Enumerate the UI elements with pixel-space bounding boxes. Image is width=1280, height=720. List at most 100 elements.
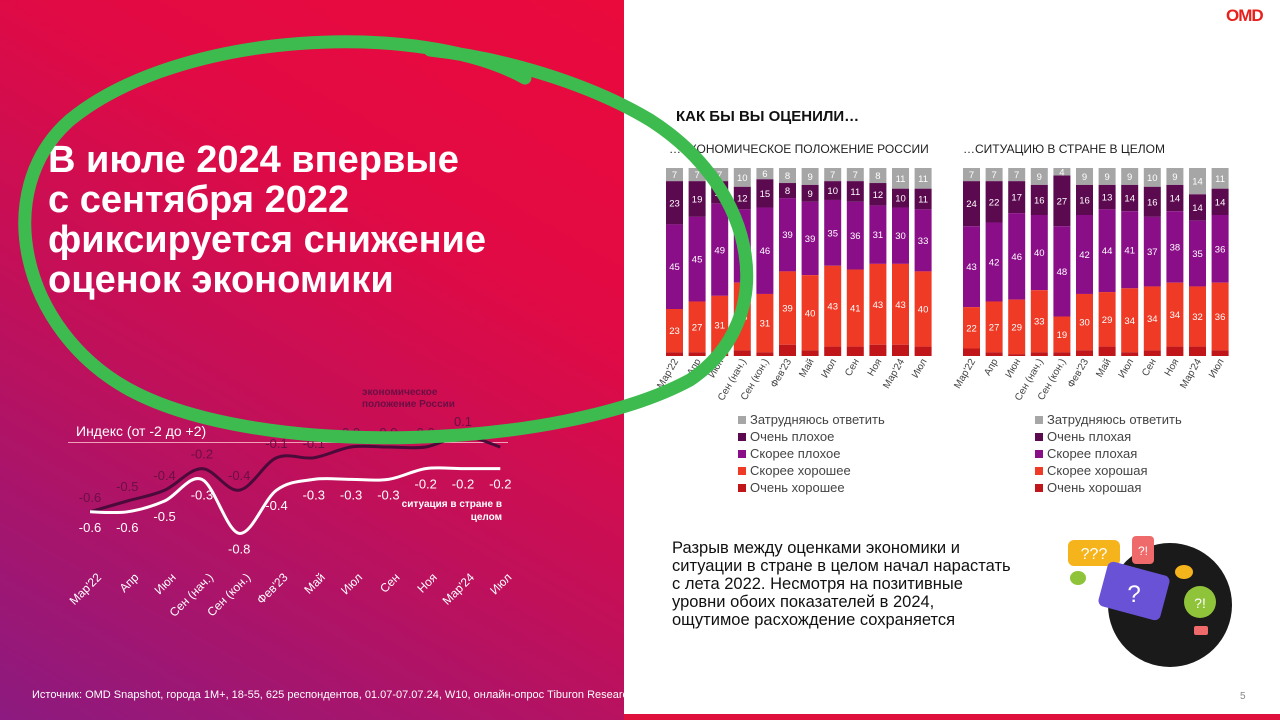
country-bar-label: 9 <box>1037 172 1042 183</box>
economy-bar-rather_bad <box>779 198 796 272</box>
economy-bar-label: 33 <box>918 236 929 247</box>
country-bar-label: 14 <box>1192 203 1203 214</box>
economy-bar-rather_good <box>824 265 842 347</box>
economy-data-label: -0.5 <box>116 479 138 494</box>
economy-bar-label: 35 <box>827 228 838 239</box>
question-bubbles-illustration: ??? ?! ? ?! <box>1068 536 1232 667</box>
country-bar-very_bad <box>1211 188 1229 215</box>
economy-bar-very_good <box>801 350 819 356</box>
economy-bar-label: 11 <box>918 174 928 185</box>
x-tick-label: Ноя <box>414 570 439 595</box>
country-bar-label: 9 <box>1104 172 1109 183</box>
svg-text:???: ??? <box>1081 546 1108 563</box>
country-bar-label: 7 <box>991 170 996 181</box>
country-bar-label: 41 <box>1124 245 1135 256</box>
country-data-label: -0.2 <box>414 477 436 492</box>
country-bar-label: 24 <box>966 199 977 210</box>
economy-bar-very_good <box>846 346 864 356</box>
economy-bar-rather_good <box>801 275 819 351</box>
country-bar-dont_know <box>963 168 980 182</box>
country-x-tick-label: Май <box>1094 357 1113 379</box>
country-bar-dont_know <box>1076 168 1093 185</box>
economy-bar-very_good <box>756 352 774 356</box>
country-bar-dont_know <box>985 168 1003 182</box>
legend-item: Скорее плохая <box>1035 445 1182 462</box>
economy-bar-label: 12 <box>873 190 884 201</box>
country-bar-rather_bad <box>1053 226 1071 317</box>
economy-bar-rather_good <box>756 293 774 353</box>
economy-x-tick-label: Июн <box>707 357 727 380</box>
country-bar-rather_good <box>1008 299 1026 355</box>
country-bar-rather_good <box>1166 282 1184 347</box>
country-bar-very_good <box>1166 346 1184 356</box>
legend-label: Скорее хорошее <box>750 463 851 478</box>
economy-bar-rather_bad <box>824 199 842 266</box>
country-bar-label: 16 <box>1079 195 1090 206</box>
legend-item: Затрудняюсь ответить <box>1035 411 1182 428</box>
country-x-tick-label: Июл <box>1207 357 1227 380</box>
country-x-tick-label: Июл <box>1117 357 1137 380</box>
country-bar-label: 34 <box>1170 310 1181 321</box>
country-data-label: -0.6 <box>116 520 138 535</box>
economy-bar-rather_good <box>892 263 909 345</box>
svg-text:?!: ?! <box>1194 595 1206 611</box>
economy-data-label: -0.4 <box>228 468 250 483</box>
x-tick-label: Сен <box>377 570 402 595</box>
country-bar-very_bad <box>1189 194 1206 221</box>
x-tick-label: Май <box>301 570 328 597</box>
economy-bar-label: 43 <box>873 300 884 311</box>
economy-x-tick-label: Мар'22 <box>655 357 681 391</box>
economy-bar-label: 8 <box>785 171 790 182</box>
economy-bar-very_bad <box>892 188 909 208</box>
economy-bar-very_bad <box>779 183 796 199</box>
country-bar-dont_know <box>1121 168 1139 185</box>
country-bar-rather_bad <box>1030 215 1048 291</box>
summary-text: Разрыв между оценками экономики и ситуац… <box>672 539 1011 629</box>
country-x-tick-label: Апр <box>982 357 1001 378</box>
economy-bar-label: 40 <box>918 305 929 316</box>
country-bar-label: 16 <box>1147 197 1158 208</box>
bottom-stripe <box>624 714 1280 720</box>
economy-data-label: 0.0 <box>379 425 397 440</box>
economy-bar-very_good <box>892 344 909 356</box>
country-bar-very_bad <box>1166 184 1184 212</box>
country-x-tick-label: Мар'22 <box>952 357 978 391</box>
economy-bar-label: 7 <box>853 170 858 181</box>
country-data-label: -0.2 <box>489 477 511 492</box>
country-bar-very_good <box>1053 352 1071 356</box>
country-bar-label: 13 <box>1102 193 1113 204</box>
economy-bar-very_bad <box>756 179 774 208</box>
economy-bar-very_good <box>711 354 729 356</box>
country-bar-dont_know <box>1053 168 1071 176</box>
country-bar-label: 33 <box>1034 317 1045 328</box>
country-bar-very_bad <box>985 181 1003 223</box>
legend-label: Скорее хорошая <box>1047 463 1148 478</box>
economy-bar-label: 49 <box>714 245 725 256</box>
country-bar-dont_know <box>1166 168 1184 185</box>
country-bar-rather_good <box>985 301 1003 353</box>
economy-bar-label: 39 <box>782 304 793 315</box>
economy-bar-very_bad <box>869 183 887 206</box>
economy-bar-label: 43 <box>895 300 906 311</box>
economy-bar-label: 10 <box>737 173 748 184</box>
legend-swatch <box>1035 433 1043 441</box>
legend-item: Очень хорошее <box>738 479 885 496</box>
x-tick-label: Июл <box>338 570 365 597</box>
country-bar-rather_bad <box>1008 213 1026 300</box>
legend-swatch <box>1035 467 1043 475</box>
country-bar-label: 42 <box>989 258 1000 269</box>
economy-bar-very_good <box>666 352 683 356</box>
economy-bar-label: 30 <box>895 231 906 242</box>
country-line <box>89 466 501 535</box>
economy-x-tick-label: Апр <box>685 357 704 378</box>
country-bar-rather_bad <box>1076 215 1093 294</box>
country-bar-very_bad <box>1008 181 1026 214</box>
country-bar-rather_good <box>1211 282 1229 351</box>
source-note: Источник: OMD Snapshot, города 1М+, 18-5… <box>32 689 635 701</box>
legend-swatch <box>1035 484 1043 492</box>
economy-data-label: -0.4 <box>153 468 175 483</box>
economy-bar-label: 23 <box>669 198 680 209</box>
country-x-tick-label: Ноя <box>1163 357 1182 378</box>
country-bar-very_good <box>1121 352 1139 356</box>
economy-bar-very_bad <box>801 184 819 202</box>
